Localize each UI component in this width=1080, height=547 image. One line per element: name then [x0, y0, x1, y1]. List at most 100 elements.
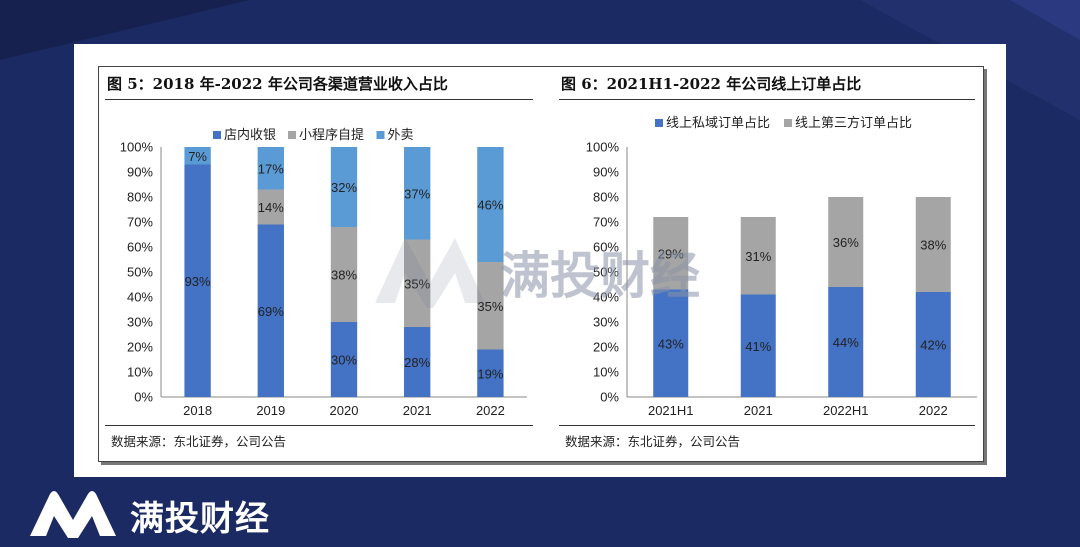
y-tick-label: 50% [593, 265, 619, 280]
data-label: 7% [188, 149, 207, 164]
y-tick-label: 30% [593, 315, 619, 330]
data-label: 29% [658, 246, 684, 261]
bar-segment [828, 197, 864, 287]
y-tick-label: 0% [134, 390, 153, 405]
data-label: 28% [404, 355, 430, 370]
bar-segment [330, 322, 358, 397]
x-tick-label: 2019 [256, 403, 285, 418]
legend-swatch [376, 131, 385, 139]
data-label: 35% [477, 299, 503, 314]
data-label: 32% [331, 180, 357, 195]
y-tick-label: 60% [127, 240, 153, 255]
report-panel: 图 5：2018 年-2022 年公司各渠道营业收入占比 图 6：2021H1-… [74, 44, 1006, 477]
bar-segment [257, 147, 284, 190]
data-label: 46% [477, 198, 503, 213]
figure-5-title: 图 5：2018 年-2022 年公司各渠道营业收入占比 [107, 75, 448, 93]
data-label: 69% [258, 304, 284, 319]
y-tick-label: 60% [593, 240, 619, 255]
data-label: 17% [258, 161, 284, 176]
x-tick-label: 2021 [403, 403, 432, 418]
watermark-text: 满投财经 [500, 247, 700, 305]
bar-segment [477, 262, 504, 350]
bar-segment [404, 147, 431, 240]
y-tick-label: 90% [593, 165, 619, 180]
y-tick-label: 70% [593, 215, 619, 230]
bar-segment [330, 147, 358, 227]
bar-segment [184, 164, 211, 397]
bar-segment [477, 349, 504, 397]
y-tick-label: 80% [127, 190, 153, 205]
data-label: 38% [331, 268, 357, 283]
figure-6-source: 数据来源：东北证券，公司公告 [565, 434, 741, 449]
x-tick-label: 2022 [476, 403, 505, 418]
bar-segment [915, 292, 951, 397]
y-tick-label: 100% [586, 140, 620, 155]
y-tick-label: 10% [593, 365, 619, 380]
bar-segment [404, 327, 431, 397]
bar-segment [477, 147, 504, 262]
data-label: 42% [920, 338, 946, 353]
data-label: 38% [920, 238, 946, 253]
y-tick-label: 100% [120, 140, 154, 155]
data-label: 35% [404, 276, 430, 291]
watermark-m-logo-icon [375, 238, 485, 308]
online-order-chart: 0% 10% 20% 30% 40% 50% 60% 70% 80% 90% 100% 43% 29% 2… [586, 115, 977, 418]
figure-5-source-rule [105, 425, 533, 426]
channel-revenue-chart: 0% 10% 20% 30% 40% 50% 60% 70% 80% 90% 100% 93% 7% 20… [120, 127, 527, 418]
data-label: 30% [331, 353, 357, 368]
legend-swatch [655, 119, 663, 127]
y-tick-label: 30% [127, 315, 153, 330]
data-label: 31% [745, 249, 771, 264]
bar-segment [404, 239, 431, 327]
bar-segment [653, 289, 689, 397]
legend-swatch [213, 131, 221, 139]
data-label: 43% [658, 336, 684, 351]
x-tick-label: 2021 [744, 403, 773, 418]
legend-label: 外卖 [388, 127, 414, 142]
legend-swatch [288, 131, 296, 139]
y-tick-label: 10% [127, 365, 153, 380]
y-tick-label: 40% [593, 290, 619, 305]
y-tick-label: 50% [127, 265, 153, 280]
data-label: 93% [185, 274, 211, 289]
figure-frame: 图 5：2018 年-2022 年公司各渠道营业收入占比 图 6：2021H1-… [98, 66, 984, 462]
brand-m-logo-icon [30, 491, 116, 538]
x-tick-label: 2021H1 [648, 403, 694, 418]
bar-segment [740, 217, 776, 295]
y-tick-label: 0% [600, 390, 619, 405]
legend-label: 线上私域订单占比 [666, 115, 770, 130]
figure-6-title-rule [559, 99, 975, 100]
figure-6-source-rule [559, 425, 975, 426]
bar-segment [915, 197, 951, 292]
bar-segment [257, 189, 284, 225]
data-label: 36% [833, 235, 859, 250]
bar-segment [828, 287, 864, 397]
data-label: 44% [833, 335, 859, 350]
bar-segment [184, 147, 211, 165]
data-label: 37% [404, 186, 430, 201]
y-tick-label: 40% [127, 290, 153, 305]
legend-label: 小程序自提 [299, 127, 364, 142]
legend-label: 线上第三方订单占比 [795, 115, 912, 130]
x-tick-label: 2022 [919, 403, 948, 418]
y-tick-label: 70% [127, 215, 153, 230]
x-tick-label: 2018 [183, 403, 212, 418]
brand-name: 满投财经 [130, 499, 270, 539]
x-tick-label: 2020 [330, 403, 359, 418]
y-tick-label: 80% [593, 190, 619, 205]
figure-5-title-rule [105, 99, 533, 100]
data-label: 14% [258, 200, 284, 215]
bar-segment [257, 224, 284, 397]
figure-5-source: 数据来源：东北证券，公司公告 [111, 434, 287, 449]
legend-swatch [784, 119, 792, 127]
data-label: 19% [477, 366, 503, 381]
y-tick-label: 90% [127, 165, 153, 180]
legend-label: 店内收银 [224, 127, 276, 142]
data-label: 41% [745, 339, 771, 354]
x-tick-label: 2022H1 [823, 403, 869, 418]
bar-segment [740, 294, 776, 397]
bar-segment [330, 227, 358, 322]
figure-6-title: 图 6：2021H1-2022 年公司线上订单占比 [561, 75, 862, 93]
y-tick-label: 20% [127, 340, 153, 355]
bar-segment [653, 217, 689, 290]
